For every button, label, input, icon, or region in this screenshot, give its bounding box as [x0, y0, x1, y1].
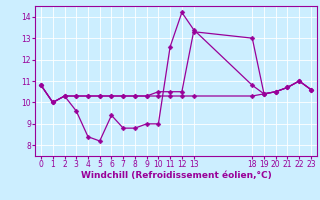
X-axis label: Windchill (Refroidissement éolien,°C): Windchill (Refroidissement éolien,°C)	[81, 171, 271, 180]
